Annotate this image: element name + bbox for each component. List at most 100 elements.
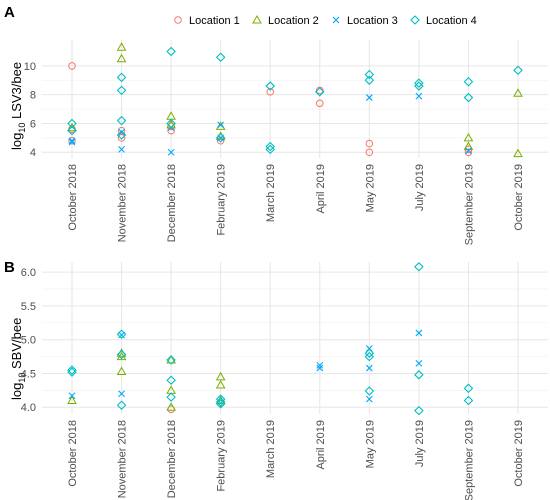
data-point-location-4 <box>116 400 127 410</box>
data-point-location-1 <box>315 99 324 108</box>
x-tick-label: May 2019 <box>364 164 376 212</box>
data-point-location-3 <box>118 128 125 136</box>
data-point-location-4 <box>67 365 77 375</box>
x-tick-label: September 2019 <box>463 420 475 500</box>
data-point-location-4 <box>364 75 375 86</box>
x-tick-label: November 2018 <box>117 420 129 498</box>
data-point-location-3 <box>316 361 324 369</box>
data-point-location-4 <box>215 399 226 409</box>
legend-label: Location 3 <box>347 15 398 27</box>
data-point-location-1 <box>266 88 275 96</box>
panel-a-ylabel: log10 LSV3/bee <box>9 62 27 150</box>
data-point-location-2 <box>215 371 226 381</box>
x-tick-label: October 2019 <box>513 164 525 231</box>
y-tick-label: 5.5 <box>21 301 36 313</box>
x-tick-label: May 2019 <box>364 420 376 468</box>
data-point-location-4 <box>364 348 375 358</box>
x-tick-label: February 2019 <box>216 164 228 236</box>
data-point-location-4 <box>265 141 276 152</box>
x-tick-label: November 2018 <box>117 164 129 242</box>
data-point-location-4 <box>364 69 375 80</box>
x-tick-label: October 2018 <box>67 420 79 487</box>
data-point-location-4 <box>463 383 474 394</box>
data-point-location-3 <box>415 92 423 100</box>
data-point-location-4 <box>414 261 424 272</box>
data-point-location-4 <box>116 130 127 140</box>
legend-label: Location 2 <box>268 15 319 27</box>
data-point-location-2 <box>463 141 474 150</box>
x-tick-label: April 2019 <box>315 164 327 214</box>
data-point-location-3 <box>465 147 472 155</box>
x-tick-label: October 2018 <box>67 164 79 231</box>
data-point-location-1 <box>117 134 126 142</box>
data-point-location-2 <box>215 121 226 130</box>
data-point-location-3 <box>68 138 76 146</box>
x-tick-label: October 2019 <box>513 420 525 487</box>
y-tick-label: 6 <box>30 118 36 130</box>
data-point-location-2 <box>215 379 226 389</box>
data-point-location-3 <box>365 364 373 372</box>
data-point-location-4 <box>116 349 127 360</box>
data-point-location-4 <box>166 118 176 129</box>
data-point-location-1 <box>117 126 126 135</box>
legend-label: Location 4 <box>426 15 477 27</box>
x-tick-label: April 2019 <box>315 420 327 470</box>
data-point-location-2 <box>116 53 127 63</box>
data-point-location-3 <box>167 148 175 156</box>
data-point-location-2 <box>166 354 176 364</box>
data-point-location-4 <box>314 87 325 97</box>
data-point-location-4 <box>67 118 77 129</box>
x-tick-label: December 2018 <box>166 164 178 242</box>
data-point-location-4 <box>166 355 176 365</box>
data-point-location-3 <box>415 359 423 367</box>
data-point-location-1 <box>68 62 76 70</box>
y-tick-label: 4 <box>30 147 36 159</box>
data-point-location-2 <box>166 402 176 411</box>
x-tick-label: July 2019 <box>414 420 426 467</box>
data-point-location-4 <box>463 92 474 103</box>
x-tick-label: December 2018 <box>166 420 178 498</box>
data-point-location-4 <box>364 351 375 362</box>
x-tick-label: March 2019 <box>265 420 277 478</box>
data-point-location-2 <box>463 132 474 142</box>
data-point-location-3 <box>316 364 324 372</box>
data-point-location-2 <box>513 88 523 97</box>
data-point-location-4 <box>265 144 276 155</box>
data-point-location-3 <box>68 137 76 145</box>
y-tick-label: 4.0 <box>21 402 36 414</box>
data-point-location-4 <box>414 405 424 416</box>
x-tick-label: March 2019 <box>265 164 277 222</box>
data-point-location-4 <box>166 392 176 402</box>
panel-b-plot: 4.0 4.5 5.0 5.5 6.0 October 2018 November 2018… <box>21 261 548 500</box>
data-point-location-4 <box>215 133 226 143</box>
data-point-location-4 <box>166 375 176 386</box>
data-point-location-4 <box>116 115 127 126</box>
data-point-location-3 <box>365 395 373 403</box>
x-tick-label: September 2019 <box>463 164 475 245</box>
legend-label: Location 1 <box>189 15 240 27</box>
data-point-location-3 <box>365 94 373 101</box>
data-point-location-2 <box>67 122 77 132</box>
data-point-location-2 <box>513 148 523 158</box>
data-point-location-4 <box>414 81 424 91</box>
panel-letter-a: A <box>4 4 15 21</box>
data-point-location-1 <box>365 148 374 157</box>
panel-letter-b: B <box>4 259 15 276</box>
legend-key-cross <box>332 16 340 24</box>
data-point-location-4 <box>67 367 77 377</box>
data-point-location-4 <box>414 78 424 88</box>
data-point-location-4 <box>67 125 77 136</box>
data-point-location-4 <box>513 65 523 75</box>
panel-b-ylabel: log10 SBV/bee <box>9 318 27 400</box>
x-tick-label: July 2019 <box>414 164 426 211</box>
data-point-location-4 <box>116 85 127 96</box>
data-point-location-3 <box>118 145 125 153</box>
data-point-location-2 <box>116 366 127 375</box>
data-point-location-4 <box>463 395 474 406</box>
data-point-location-3 <box>217 121 225 129</box>
data-point-location-4 <box>414 370 424 380</box>
data-point-location-4 <box>215 52 226 63</box>
legend-key-diamond <box>410 15 420 25</box>
data-point-location-4 <box>116 72 127 83</box>
